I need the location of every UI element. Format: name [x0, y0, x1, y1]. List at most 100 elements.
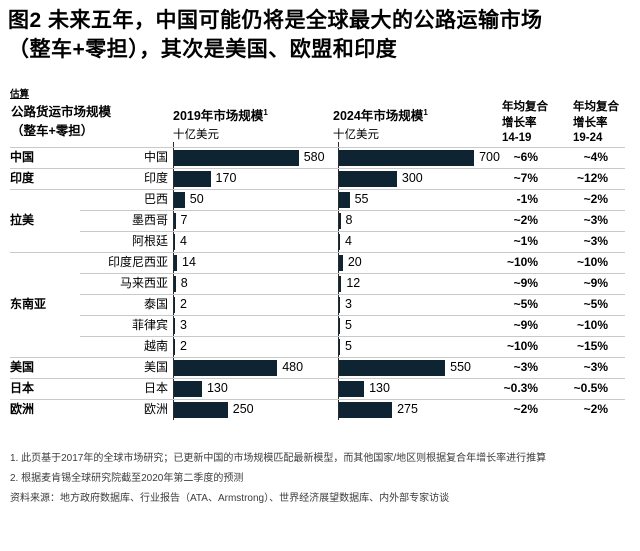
- bar-group-2019: 7: [174, 210, 187, 231]
- table-row: 日本 日本 130 130 ~0.3% ~0.5%: [0, 378, 640, 399]
- bar-group-2024: 55: [339, 189, 369, 210]
- value-2024: 550: [450, 360, 471, 374]
- country-label: 欧洲: [143, 402, 168, 416]
- table-body: 中国 中国 580 700 ~6% ~4% 印度 印度 170 300 ~7% …: [0, 142, 640, 420]
- column-header-cagr-19-24: 年均复合 增长率 19-24: [573, 101, 619, 144]
- bar-2024: [339, 401, 393, 418]
- header-2024-title: 2024年市场规模1: [333, 108, 428, 124]
- row-divider: [80, 210, 625, 211]
- footnote-ref-1: 1: [423, 108, 428, 117]
- value-2019: 2: [180, 297, 187, 311]
- row-divider: [10, 147, 625, 148]
- bar-group-2024: 5: [339, 315, 352, 336]
- country-label: 印度尼西亚: [107, 255, 168, 269]
- group-label: 日本: [10, 381, 35, 395]
- bar-2024: [339, 149, 475, 166]
- cagr-14-19: ~2%: [513, 213, 538, 227]
- bar-group-2019: 50: [174, 189, 204, 210]
- country-label: 中国: [143, 150, 168, 164]
- cagr-14-19: ~3%: [513, 360, 538, 374]
- bar-group-2024: 3: [339, 294, 352, 315]
- cagr-19-24: ~15%: [576, 339, 608, 353]
- cagr-19-24: ~10%: [576, 255, 608, 269]
- bar-group-2024: 300: [339, 168, 423, 189]
- cagr-14-19: ~2%: [513, 402, 538, 416]
- group-label: 美国: [10, 360, 35, 374]
- source-line: 资料来源：地方政府数据库、行业报告（ATA、Armstrong）、世界经济展望数…: [10, 493, 450, 504]
- value-2019: 170: [215, 171, 237, 185]
- value-2024: 12: [346, 276, 361, 290]
- cagr-19-24: ~2%: [583, 402, 608, 416]
- country-label: 巴西: [143, 192, 168, 206]
- column-header-cagr-14-19: 年均复合 增长率 14-19: [502, 101, 548, 144]
- bar-2024: [339, 170, 397, 187]
- bar-2024: [339, 380, 365, 397]
- value-2024: 5: [345, 339, 352, 353]
- country-label: 阿根廷: [131, 234, 168, 248]
- value-2024: 5: [345, 318, 352, 332]
- bar-2019: [174, 338, 175, 355]
- value-2024: 275: [397, 402, 418, 416]
- cagr-19-24: ~2%: [583, 192, 608, 206]
- bar-group-2019: 4: [174, 231, 187, 252]
- cagr-14-19: ~9%: [513, 276, 538, 290]
- metric-header-line2: （整车+零担）: [11, 124, 94, 138]
- value-2024: 20: [347, 255, 362, 269]
- row-divider: [10, 168, 625, 169]
- country-label: 泰国: [143, 297, 168, 311]
- value-2024: 8: [345, 213, 353, 227]
- bar-2024: [339, 254, 343, 271]
- bar-2019: [174, 401, 228, 418]
- row-divider: [10, 189, 625, 190]
- value-2024: 55: [354, 192, 369, 206]
- cagr-19-24: ~5%: [583, 297, 608, 311]
- bar-group-2024: 5: [339, 336, 352, 357]
- value-2024: 300: [401, 171, 423, 185]
- value-2019: 480: [282, 360, 304, 374]
- country-label: 墨西哥: [131, 213, 168, 227]
- value-2019: 250: [232, 402, 254, 416]
- row-divider: [80, 336, 625, 337]
- cagr-14-19: ~10%: [506, 339, 538, 353]
- column-header-2019: 2019年市场规模1 十亿美元: [173, 103, 268, 145]
- country-label: 马来西亚: [119, 276, 168, 290]
- bar-2024: [339, 212, 341, 229]
- bar-2019: [174, 170, 211, 187]
- row-divider: [80, 315, 625, 316]
- cagr-14-19: -1%: [516, 192, 538, 206]
- bar-group-2024: 700: [339, 147, 500, 168]
- country-label: 美国: [143, 360, 168, 374]
- table-row: 越南 2 5 ~10% ~15%: [0, 336, 640, 357]
- cagr-14-19: ~9%: [513, 318, 538, 332]
- table-row: 欧洲 欧洲 250 275 ~2% ~2%: [0, 399, 640, 420]
- row-divider: [80, 294, 625, 295]
- group-label: 拉美: [10, 213, 35, 227]
- bar-group-2024: 550: [339, 357, 471, 378]
- bar-group-2019: 8: [174, 273, 188, 294]
- bar-2019: [174, 275, 176, 292]
- footnote-ref-1: 1: [263, 108, 268, 117]
- row-divider: [10, 252, 625, 253]
- bar-2024: [339, 191, 350, 208]
- bar-2019: [174, 359, 278, 376]
- bar-group-2024: 4: [339, 231, 352, 252]
- bar-group-2019: 14: [174, 252, 196, 273]
- footnote-1: 1. 此页基于2017年的全球市场研究；已更新中国的市场规模匹配最新模型，而其他…: [10, 453, 547, 464]
- group-label: 欧洲: [10, 402, 35, 416]
- table-row: 印度尼西亚 14 20 ~10% ~10%: [0, 252, 640, 273]
- value-2024: 700: [479, 150, 500, 164]
- bar-2024: [339, 338, 340, 355]
- bar-group-2019: 250: [174, 399, 254, 420]
- bar-2024: [339, 296, 340, 313]
- cagr-14-19: ~1%: [513, 234, 538, 248]
- chart-title-line1: 图2 未来五年，中国可能仍将是全球最大的公路运输市场: [8, 9, 543, 32]
- bar-group-2024: 275: [339, 399, 418, 420]
- column-header-2024: 2024年市场规模1 十亿美元: [333, 103, 428, 145]
- bar-2024: [339, 233, 340, 250]
- value-2019: 8: [180, 276, 188, 290]
- bar-2024: [339, 275, 342, 292]
- column-header-metric: 公路货运市场规模 （整车+零担）: [11, 103, 111, 141]
- value-2019: 2: [180, 339, 187, 353]
- country-label: 印度: [143, 171, 168, 185]
